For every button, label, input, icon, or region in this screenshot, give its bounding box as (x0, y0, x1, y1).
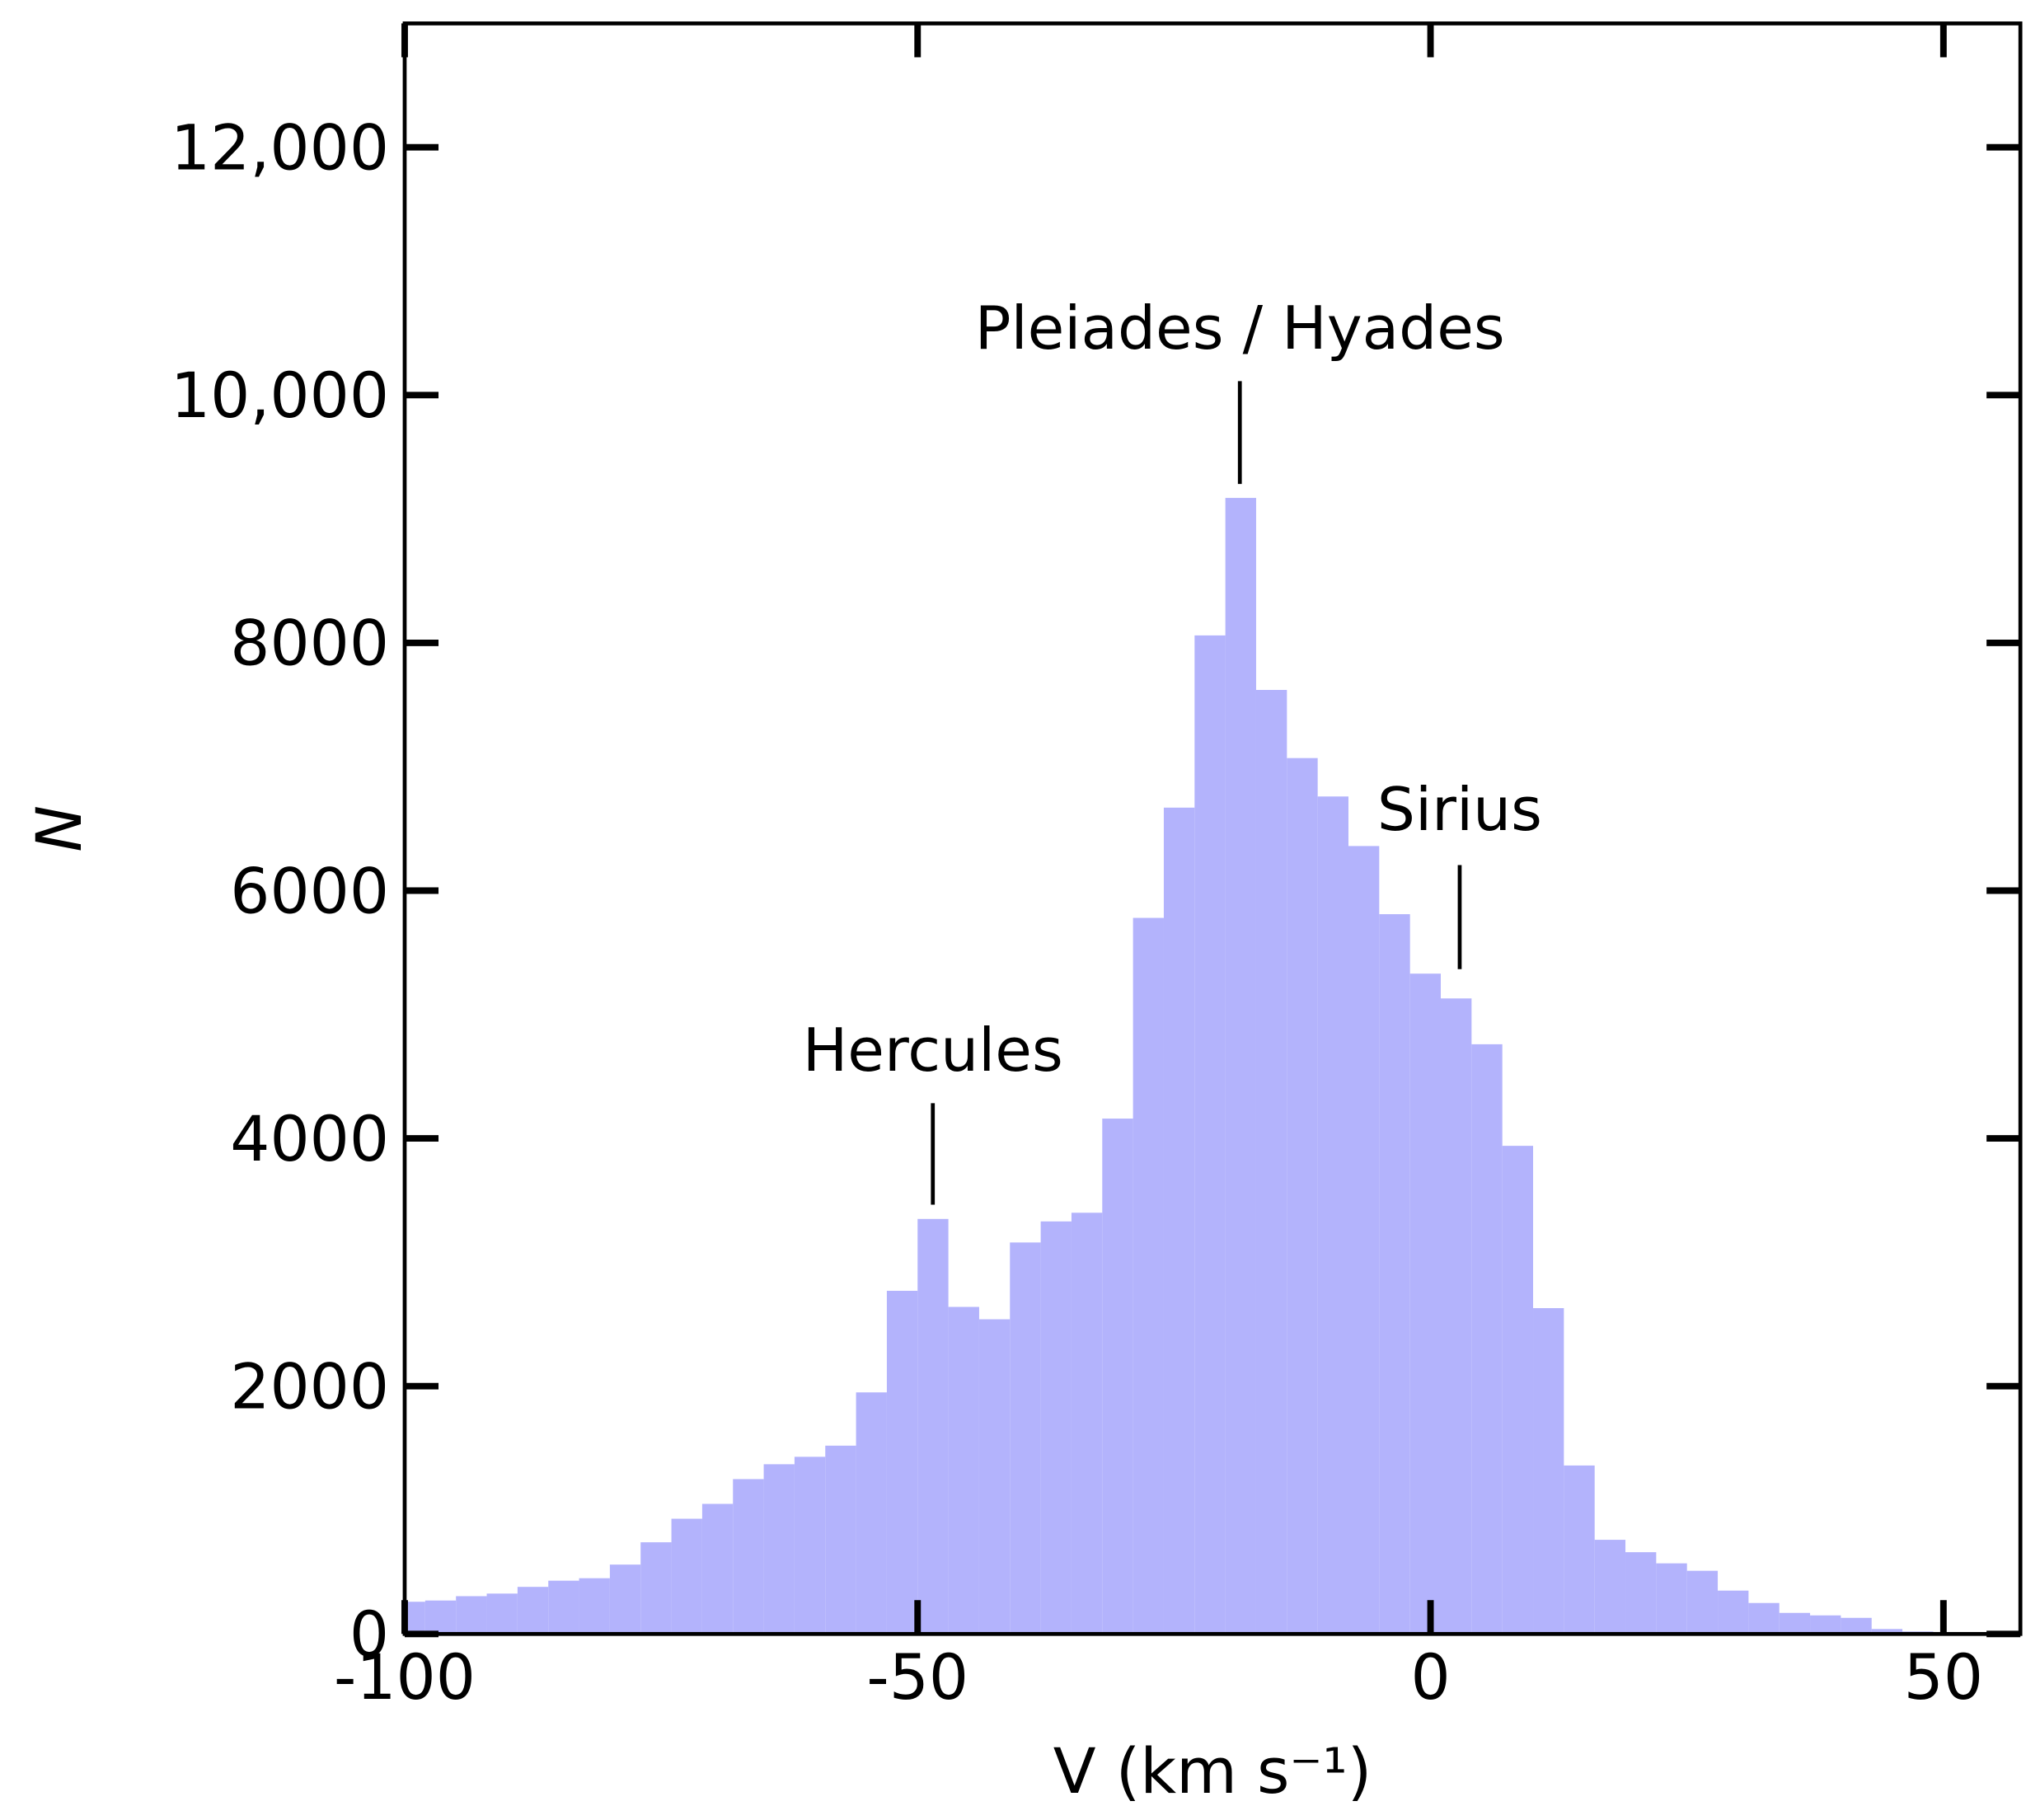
bar (1071, 1213, 1103, 1635)
y-tick-label: 4000 (230, 1103, 389, 1175)
bar (825, 1445, 856, 1635)
y-tick-label: 2000 (230, 1351, 389, 1424)
bar (1779, 1612, 1811, 1635)
bar (1686, 1570, 1719, 1635)
bar (1040, 1221, 1072, 1635)
bar (1255, 690, 1287, 1635)
bar (886, 1290, 918, 1635)
y-tick-label: 6000 (230, 855, 389, 927)
bars (404, 498, 1934, 1635)
bar (579, 1578, 610, 1635)
bar (1748, 1602, 1780, 1635)
bar (609, 1564, 641, 1635)
bar (548, 1580, 579, 1635)
x-axis-label: V (km s⁻¹) (1053, 1735, 1372, 1808)
y-tick-label: 12,000 (171, 112, 389, 185)
annotation: Hercules (803, 1016, 1063, 1086)
bar (640, 1542, 672, 1635)
bar (948, 1306, 979, 1635)
bar (517, 1587, 549, 1635)
bar (1225, 498, 1256, 1635)
bar (1871, 1629, 1903, 1635)
bar (1409, 973, 1442, 1635)
x-tick-label: 50 (1904, 1641, 1983, 1714)
bar (424, 1600, 457, 1635)
bar (794, 1456, 826, 1635)
bar (1317, 796, 1348, 1635)
bar (1564, 1465, 1595, 1635)
bar (1810, 1615, 1841, 1635)
bar (856, 1392, 887, 1635)
bar (1594, 1540, 1626, 1635)
bar (1533, 1308, 1564, 1635)
bar (1441, 998, 1472, 1635)
bar (733, 1479, 764, 1635)
bar (1287, 758, 1318, 1635)
bar (1194, 635, 1226, 1635)
bar (671, 1518, 702, 1635)
bar (486, 1593, 518, 1635)
bar (978, 1319, 1011, 1635)
x-tick-label: -50 (866, 1641, 968, 1714)
bar (1133, 917, 1164, 1635)
bar (1102, 1119, 1133, 1635)
bar (1348, 846, 1380, 1635)
bar (1718, 1590, 1749, 1635)
bar (1656, 1563, 1687, 1635)
bar (1163, 807, 1195, 1635)
bar (1379, 914, 1410, 1635)
bar (763, 1464, 795, 1635)
bar (1471, 1044, 1503, 1635)
plot-frame (402, 21, 2023, 1636)
bar (1502, 1146, 1534, 1635)
x-tick-label: -100 (334, 1641, 476, 1714)
bar (1625, 1552, 1657, 1635)
bar (701, 1503, 734, 1635)
y-tick-label: 8000 (230, 607, 389, 680)
annotation: Sirius (1377, 776, 1542, 845)
y-axis-label: N (23, 805, 96, 852)
bar (1010, 1242, 1041, 1635)
bar (1841, 1617, 1872, 1635)
x-tick-label: 0 (1410, 1641, 1450, 1714)
annotation: Pleiades / Hyades (975, 294, 1505, 364)
y-tick-label: 10,000 (171, 359, 389, 432)
bar (404, 1602, 425, 1635)
bar (917, 1218, 949, 1635)
y-tick-label: 0 (349, 1598, 389, 1671)
bar (456, 1596, 487, 1635)
